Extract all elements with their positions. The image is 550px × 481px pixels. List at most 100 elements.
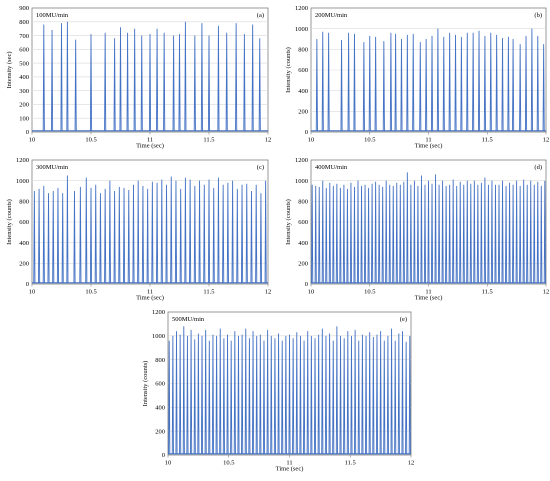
pulse-peak bbox=[328, 333, 331, 455]
pulse-peak bbox=[99, 193, 102, 284]
pulse-peak bbox=[200, 23, 203, 132]
pulse-peak bbox=[425, 38, 428, 132]
pulse-peak bbox=[236, 188, 239, 284]
pulse-peak bbox=[335, 183, 338, 284]
pulse-peak bbox=[386, 335, 389, 455]
pulse-peak bbox=[237, 335, 240, 455]
x-tick-label: 11.5 bbox=[345, 460, 356, 467]
pulse-peak bbox=[434, 174, 437, 284]
pulse-peak bbox=[397, 333, 400, 455]
y-tick-label: 400 bbox=[298, 240, 308, 247]
pulse-peak bbox=[66, 21, 69, 132]
pulse-peak bbox=[262, 340, 266, 455]
x-axis-title: Time (sec) bbox=[276, 466, 304, 473]
y-tick-label: 0 bbox=[26, 129, 29, 136]
pulse-peak bbox=[137, 180, 140, 284]
y-tick-label: 900 bbox=[19, 5, 29, 12]
pulse-peak bbox=[313, 338, 317, 455]
pulse-peak bbox=[225, 32, 228, 132]
pulse-peak bbox=[392, 185, 395, 284]
chart-panel-2: 0 200 400 600 800 1000 1200 10 10.5 11 11.5 12 Time … bbox=[285, 5, 549, 149]
pulse-peak bbox=[270, 335, 273, 455]
pulse-peak bbox=[184, 21, 187, 132]
y-tick-label: 600 bbox=[155, 381, 165, 388]
pulse-peak bbox=[335, 326, 338, 455]
pulse-peak bbox=[281, 340, 284, 455]
pulse-peak bbox=[416, 185, 419, 284]
pulse-peak bbox=[233, 331, 236, 455]
y-tick-label: 0 bbox=[162, 452, 165, 459]
pulse-peak bbox=[469, 183, 472, 284]
pulse-peak bbox=[483, 35, 486, 132]
pulse-peak bbox=[56, 187, 60, 284]
pulse-peak bbox=[420, 175, 423, 284]
pulse-peak bbox=[339, 187, 342, 284]
pulse-peak bbox=[430, 183, 434, 284]
pulse-peak bbox=[33, 190, 36, 284]
pulse-peak bbox=[140, 35, 143, 132]
pulse-peak bbox=[543, 180, 546, 284]
pulse-peak bbox=[193, 339, 196, 455]
y-axis-title: Intensity (counts) bbox=[285, 199, 292, 245]
pulse-peak bbox=[186, 335, 189, 455]
panel-label: (a) bbox=[257, 12, 264, 19]
pulse-peak bbox=[113, 38, 116, 132]
pulse-peak bbox=[193, 185, 196, 284]
pulse-peak bbox=[390, 328, 393, 455]
x-tick-label: 12 bbox=[265, 137, 272, 144]
pulse-peak bbox=[264, 180, 267, 284]
x-axis-title: Time (sec) bbox=[136, 143, 164, 150]
pulse-peak bbox=[240, 184, 244, 284]
pulse-peak bbox=[501, 37, 504, 132]
pulse-peak bbox=[383, 340, 386, 455]
pulse-peak bbox=[170, 176, 173, 284]
pulse-peak bbox=[118, 186, 121, 284]
pulse-peak bbox=[190, 329, 193, 455]
pulse-peak bbox=[119, 27, 122, 132]
pulse-peak bbox=[542, 44, 545, 132]
y-tick-label: 0 bbox=[26, 281, 29, 288]
pulse-peak bbox=[259, 193, 262, 284]
pulse-peak bbox=[346, 331, 349, 455]
pulse-peak bbox=[394, 340, 397, 455]
x-tick-label: 11 bbox=[147, 289, 153, 296]
y-tick-label: 0 bbox=[305, 129, 308, 136]
y-tick-label: 1000 bbox=[295, 178, 308, 185]
x-tick-label: 11.5 bbox=[203, 289, 214, 296]
pulse-peak bbox=[89, 34, 93, 132]
y-tick-label: 1200 bbox=[295, 5, 308, 12]
pulse-peak bbox=[248, 338, 251, 455]
y-tick-label: 700 bbox=[19, 33, 29, 40]
pulse-peak bbox=[113, 190, 116, 284]
x-tick-label: 12 bbox=[408, 460, 415, 467]
pulse-peak bbox=[284, 335, 287, 455]
pulse-peak bbox=[79, 186, 82, 284]
pulse-peak bbox=[204, 329, 207, 455]
pulse-peak bbox=[197, 333, 200, 455]
pulse-peak bbox=[505, 185, 508, 284]
pulse-peak bbox=[339, 335, 342, 455]
pulse-peak bbox=[122, 187, 126, 284]
y-tick-label: 1000 bbox=[152, 333, 165, 340]
pulse-peak bbox=[489, 32, 492, 132]
pulse-peak bbox=[222, 184, 225, 284]
y-tick-label: 0 bbox=[305, 281, 308, 288]
pulse-peak bbox=[508, 182, 511, 284]
y-tick-label: 1200 bbox=[16, 157, 29, 164]
pulse-peak bbox=[146, 188, 149, 284]
pulse-peak bbox=[74, 39, 77, 132]
pulse-peak bbox=[156, 28, 159, 132]
pulse-peak bbox=[182, 326, 185, 455]
pulse-peak bbox=[400, 38, 403, 132]
pulse-peak bbox=[208, 340, 211, 455]
pulse-peak bbox=[215, 335, 218, 455]
pulse-peak bbox=[321, 180, 324, 284]
pulse-peak bbox=[536, 181, 539, 284]
pulse-peak bbox=[288, 334, 291, 455]
pulse-peak bbox=[497, 184, 501, 284]
chart-title: 500MU/min bbox=[172, 316, 205, 323]
pulse-peak bbox=[66, 175, 69, 284]
pulse-peak bbox=[389, 32, 392, 132]
pulse-peak bbox=[303, 340, 306, 455]
x-tick-label: 10 bbox=[308, 137, 315, 144]
